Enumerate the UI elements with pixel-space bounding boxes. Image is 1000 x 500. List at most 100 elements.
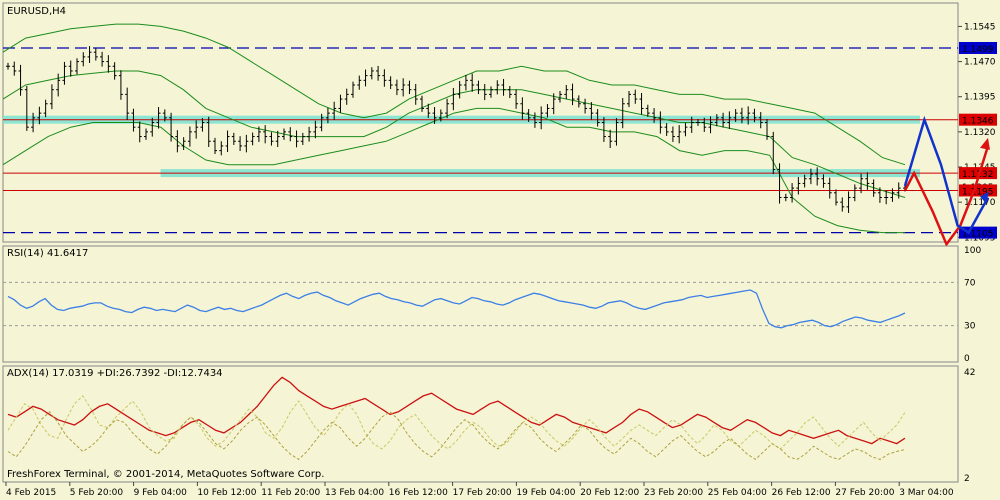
ohlc-bar <box>884 190 889 205</box>
ohlc-bar <box>131 108 136 132</box>
ohlc-bar <box>463 74 468 91</box>
ohlc-bar <box>457 80 462 99</box>
ohlc-bar <box>495 80 500 95</box>
ohlc-bar <box>489 86 493 98</box>
level-price-label: 1.1105 <box>962 230 994 240</box>
projection-red-path <box>903 145 990 247</box>
ohlc-bar <box>307 126 312 142</box>
time-tick-label: 25 Feb 04:00 <box>708 488 767 498</box>
ohlc-bar <box>37 106 42 125</box>
ohlc-bar <box>344 88 349 105</box>
ohlc-bar <box>275 130 280 147</box>
ohlc-bar <box>376 65 381 81</box>
ohlc-bar <box>394 79 399 96</box>
ohlc-bar <box>244 134 249 153</box>
price-panel: 1.15451.14701.13951.13201.12451.11701.10… <box>2 2 997 247</box>
ohlc-bar <box>219 141 224 156</box>
adx-tick-label: 42 <box>964 368 975 378</box>
ohlc-bar <box>840 197 845 212</box>
ohlc-bar <box>250 132 255 146</box>
ohlc-bar <box>438 109 443 122</box>
time-tick-label: 9 Feb 04:00 <box>134 488 188 498</box>
ohlc-bar <box>100 51 105 67</box>
adx-plus-di-line <box>7 395 906 450</box>
ohlc-bar <box>890 188 895 202</box>
ohlc-bar <box>727 111 732 129</box>
ohlc-bar <box>31 112 36 133</box>
ohlc-bar <box>470 73 475 92</box>
ohlc-bar <box>445 98 450 119</box>
bollinger-lower-band <box>2 107 905 234</box>
rsi-tick-label: 0 <box>964 354 970 364</box>
time-tick-label: 4 Feb 2015 <box>6 488 56 498</box>
ohlc-bar <box>777 163 782 204</box>
ohlc-bar <box>150 117 155 137</box>
ohlc-bar <box>118 70 123 100</box>
time-tick-label: 20 Feb 12:00 <box>580 488 639 498</box>
rsi-frame <box>2 245 959 363</box>
ohlc-bar <box>683 122 688 137</box>
ohlc-bar <box>482 83 487 101</box>
ohlc-bar <box>93 48 98 61</box>
ohlc-bar <box>765 119 769 140</box>
ohlc-bar <box>426 103 431 118</box>
ohlc-bar <box>808 168 813 185</box>
ohlc-bar <box>24 85 29 131</box>
ohlc-bar <box>721 112 726 128</box>
ohlc-bar <box>231 132 236 145</box>
ohlc-bar <box>551 93 556 115</box>
ohlc-bar <box>351 81 355 98</box>
rsi-panel: 100 70 30 0 <box>2 245 981 364</box>
ohlc-bar <box>294 130 299 148</box>
ohlc-bar <box>871 179 876 197</box>
level-price-label: 1.1195 <box>962 187 994 197</box>
time-axis: 4 Feb 2015 5 Feb 20:00 9 Feb 04:00 10 Feb 1… <box>5 482 954 498</box>
ohlc-bar <box>758 112 763 129</box>
price-tick-label: 1.1545 <box>964 22 996 32</box>
ohlc-bar <box>175 130 180 153</box>
ohlc-bar <box>601 117 606 142</box>
ohlc-bar <box>733 109 738 122</box>
price-tick-label: 1.1320 <box>964 128 996 138</box>
ohlc-bar <box>614 118 619 146</box>
ohlc-bar <box>62 61 67 85</box>
ohlc-bar <box>282 128 286 140</box>
ohlc-bar <box>162 109 167 122</box>
ohlc-bar <box>859 173 864 194</box>
ohlc-bar <box>746 106 751 125</box>
time-tick-label: 13 Feb 04:00 <box>325 488 384 498</box>
adx-title: ADX(14) 17.0319 +DI:26.7392 -DI:12.7434 <box>7 368 223 379</box>
ohlc-bar <box>702 117 707 132</box>
time-tick-label: 17 Feb 20:00 <box>453 488 512 498</box>
adx-tick-label: 2 <box>964 474 970 484</box>
ohlc-bar <box>696 119 700 126</box>
price-tick-label: 1.1470 <box>964 58 996 68</box>
level-price-box <box>959 167 997 180</box>
ohlc-bar <box>112 62 117 80</box>
adx-minus-di-line <box>7 411 906 461</box>
time-tick-label: 23 Feb 20:00 <box>644 488 703 498</box>
projection-red-arrowhead <box>980 137 990 150</box>
time-tick-label: 16 Feb 12:00 <box>389 488 448 498</box>
rsi-tick-label: 100 <box>964 246 981 256</box>
ohlc-bar <box>627 91 631 108</box>
ohlc-bar <box>520 97 525 120</box>
ohlc-bar <box>357 75 362 90</box>
ohlc-bar <box>846 191 851 213</box>
ohlc-bar <box>802 174 807 188</box>
ohlc-bar <box>263 125 268 144</box>
ohlc-bar <box>144 128 148 140</box>
ohlc-bar <box>12 61 17 76</box>
ohlc-bar <box>68 60 73 77</box>
projection-blue-arrowhead <box>980 191 989 204</box>
ohlc-bar <box>338 94 343 113</box>
ohlc-bar <box>633 89 638 104</box>
adx-main-line <box>7 376 906 445</box>
ohlc-bar <box>532 112 537 128</box>
ohlc-bar <box>689 116 694 133</box>
time-tick-label: 26 Feb 12:00 <box>772 488 831 498</box>
ohlc-bar <box>169 112 174 142</box>
ohlc-bar <box>401 78 406 97</box>
footer-copyright: FreshForex Terminal, © 2001-2014, MetaQu… <box>7 469 324 480</box>
